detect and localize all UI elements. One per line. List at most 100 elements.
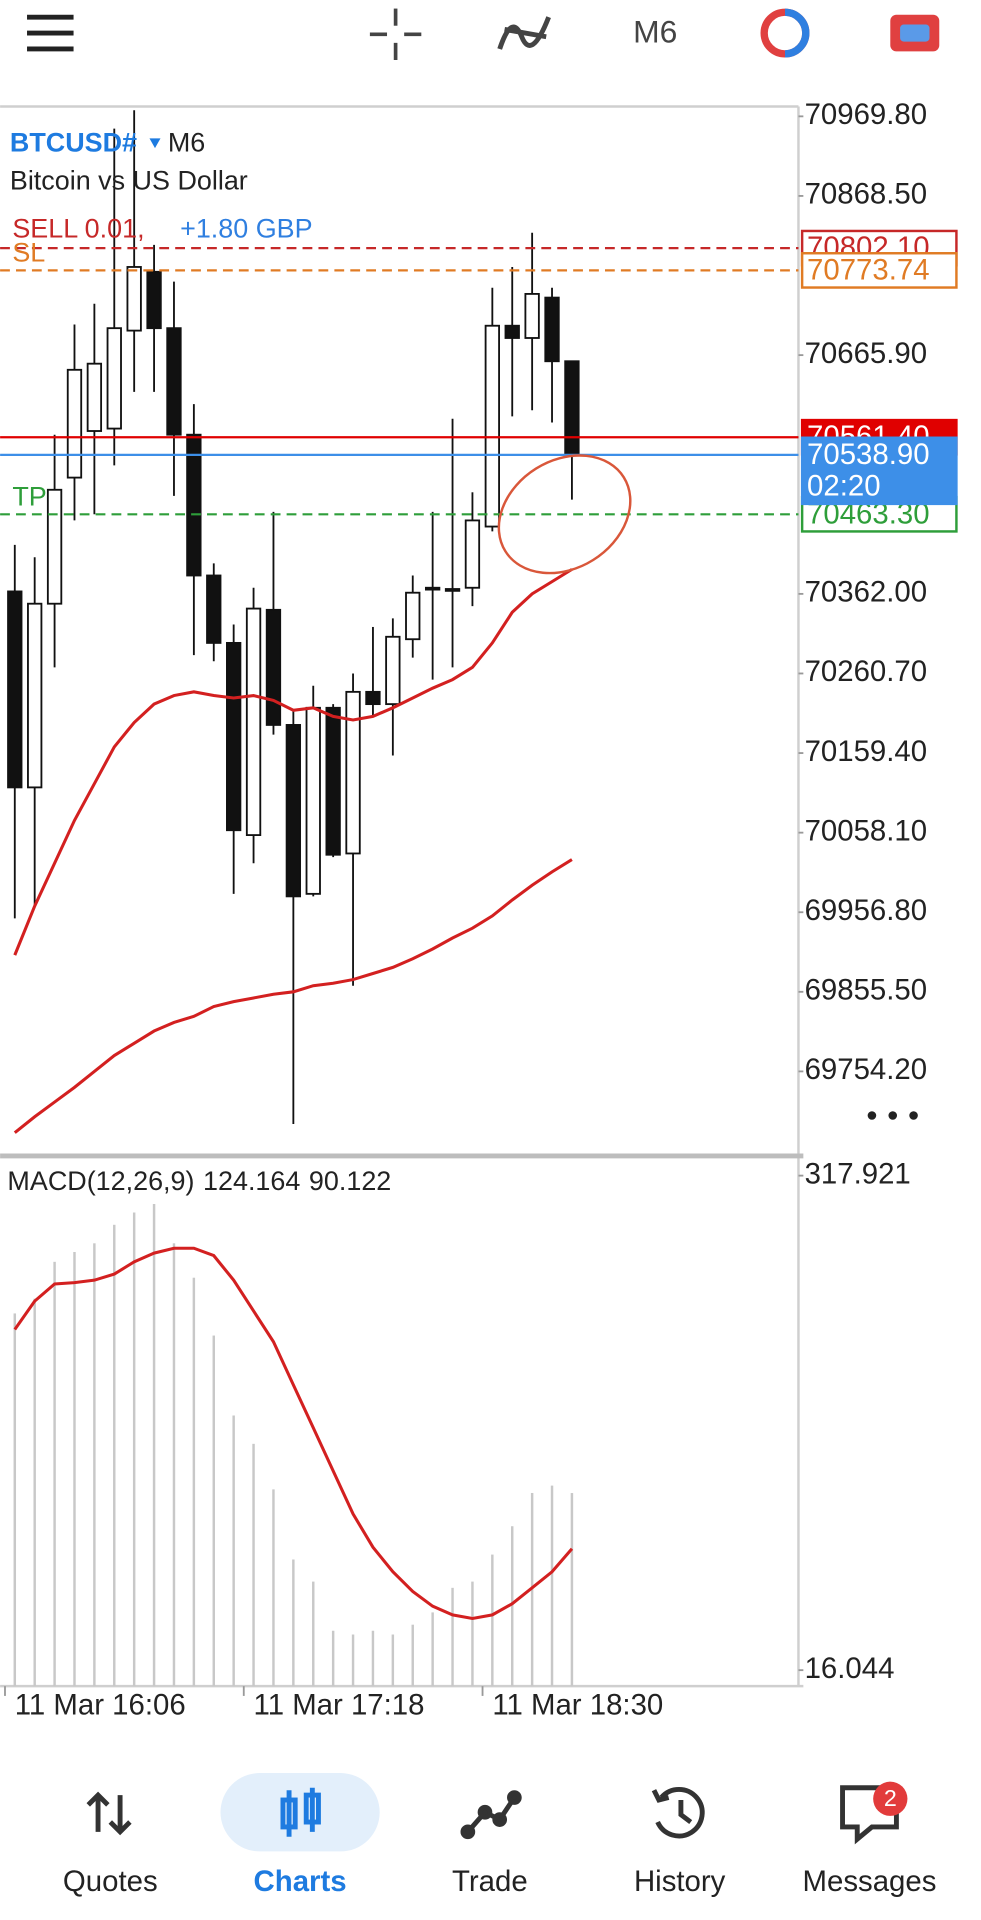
candle-body (385, 635, 401, 706)
macd-bar (132, 1212, 136, 1687)
more-button[interactable] (867, 1111, 918, 1120)
price-tag-box (800, 436, 958, 506)
candle-body (126, 266, 142, 332)
candle-body (305, 706, 321, 895)
x-tick-label: 11 Mar 18:30 (492, 1689, 663, 1722)
macd-bar (550, 1485, 554, 1687)
y-tick-label: 70159.40 (805, 735, 928, 768)
badge (873, 1781, 908, 1816)
macd-bar (391, 1634, 395, 1687)
macd-bar (451, 1587, 454, 1687)
candle-body (524, 292, 540, 339)
macd-bar (152, 1203, 156, 1687)
trade-button[interactable] (760, 8, 810, 58)
y-tick-label: 70362.00 (805, 576, 928, 609)
candle-body (345, 690, 361, 855)
symbol-description: Bitcoin vs US Dollar (10, 166, 248, 196)
y-tick-label: 70868.50 (805, 178, 928, 211)
macd-bar (312, 1581, 315, 1687)
menu-button[interactable] (27, 14, 74, 52)
chart-timeframe: M6 (168, 128, 205, 158)
position-profit: +1.80 GBP (180, 213, 312, 243)
charts-icon (280, 1787, 321, 1837)
candle-body (444, 588, 461, 592)
indicator-line (13, 568, 573, 956)
macd-bar (53, 1261, 56, 1687)
macd-main-value: 124.164 (203, 1166, 300, 1196)
macd-bar (93, 1243, 96, 1687)
macd-bar (511, 1526, 514, 1687)
nav-tab[interactable]: Quotes (63, 1865, 158, 1898)
price-tag: 70773.74 (807, 253, 930, 286)
macd-bar (272, 1489, 275, 1687)
y-tick-label: 69855.50 (805, 974, 928, 1007)
macd-bar (351, 1634, 355, 1687)
level-tag: TP (12, 481, 46, 511)
macd-signal-value: 90.122 (309, 1166, 391, 1196)
nav-tab[interactable]: Trade (452, 1865, 528, 1898)
macd-label: MACD(12,26,9) (7, 1166, 194, 1196)
price-tag-box (800, 252, 958, 289)
timeframe-button[interactable]: M6 (633, 14, 677, 50)
candle-body (27, 602, 43, 789)
y-tick-label: 70058.10 (805, 814, 928, 847)
chart-layer: 70969.80 70868.50 70665.90 70362.00 70260.70… (0, 98, 958, 1722)
macd-bar (33, 1298, 36, 1687)
macd-bar (73, 1251, 76, 1687)
crosshair-button[interactable] (369, 8, 422, 60)
y-tick-label: 70260.70 (805, 655, 928, 688)
candle-body (564, 360, 580, 456)
y-tick-label: 70665.90 (805, 337, 928, 370)
candle-body (484, 324, 500, 528)
macd-bar (13, 1313, 17, 1687)
candle-body (424, 586, 441, 591)
trade-icon (460, 1790, 522, 1840)
candle-body (365, 690, 381, 706)
nav-bar: Quotes Charts Trade History Messages (63, 1865, 936, 1898)
macd-bar (491, 1554, 494, 1687)
candle-body (226, 641, 242, 832)
candle-body (166, 327, 182, 436)
y-tick-label: 317.921 (805, 1157, 911, 1190)
signal-line (13, 1246, 574, 1621)
macd-bar (232, 1415, 235, 1687)
indicators-button[interactable] (497, 16, 551, 50)
candle-body (146, 270, 162, 330)
candle-body (464, 519, 481, 589)
macd-bar (411, 1624, 414, 1687)
nav-tab[interactable]: Messages (803, 1865, 937, 1898)
one-click-button[interactable] (890, 14, 940, 52)
nav-tab[interactable]: History (634, 1865, 726, 1898)
symbol-dropdown[interactable] (149, 138, 161, 149)
nav-tab[interactable]: Charts (254, 1865, 347, 1898)
y-tick-label: 70969.80 (805, 98, 928, 131)
macd-bar (292, 1559, 295, 1687)
position-tag: SELL 0.01, (12, 213, 144, 243)
x-tick-label: 11 Mar 16:06 (15, 1689, 186, 1722)
symbol[interactable]: BTCUSD# (10, 128, 137, 158)
candle-body (86, 362, 103, 432)
active-tab-pill (220, 1773, 380, 1852)
macd-legend: MACD(12,26,9) 124.164 90.122 (7, 1166, 391, 1196)
macd-bar (471, 1581, 474, 1687)
macd-bar (252, 1443, 255, 1687)
candle-body (106, 327, 122, 430)
candle-body (285, 724, 302, 898)
macd-bar (113, 1224, 116, 1687)
macd-bar (192, 1277, 196, 1687)
candle-body (544, 296, 560, 363)
candle-body (245, 607, 262, 837)
y-tick-label: 16.044 (805, 1652, 895, 1685)
badge-count: 2 (884, 1785, 897, 1811)
candle-body (7, 590, 23, 789)
candle-body (206, 574, 222, 644)
macd-bar (371, 1630, 375, 1687)
macd-bar (431, 1612, 434, 1687)
indicator-line (13, 858, 573, 1134)
level-tag: SL (12, 238, 45, 268)
candle-body (186, 433, 202, 577)
candle-body (325, 706, 341, 856)
candle-body (66, 368, 83, 479)
